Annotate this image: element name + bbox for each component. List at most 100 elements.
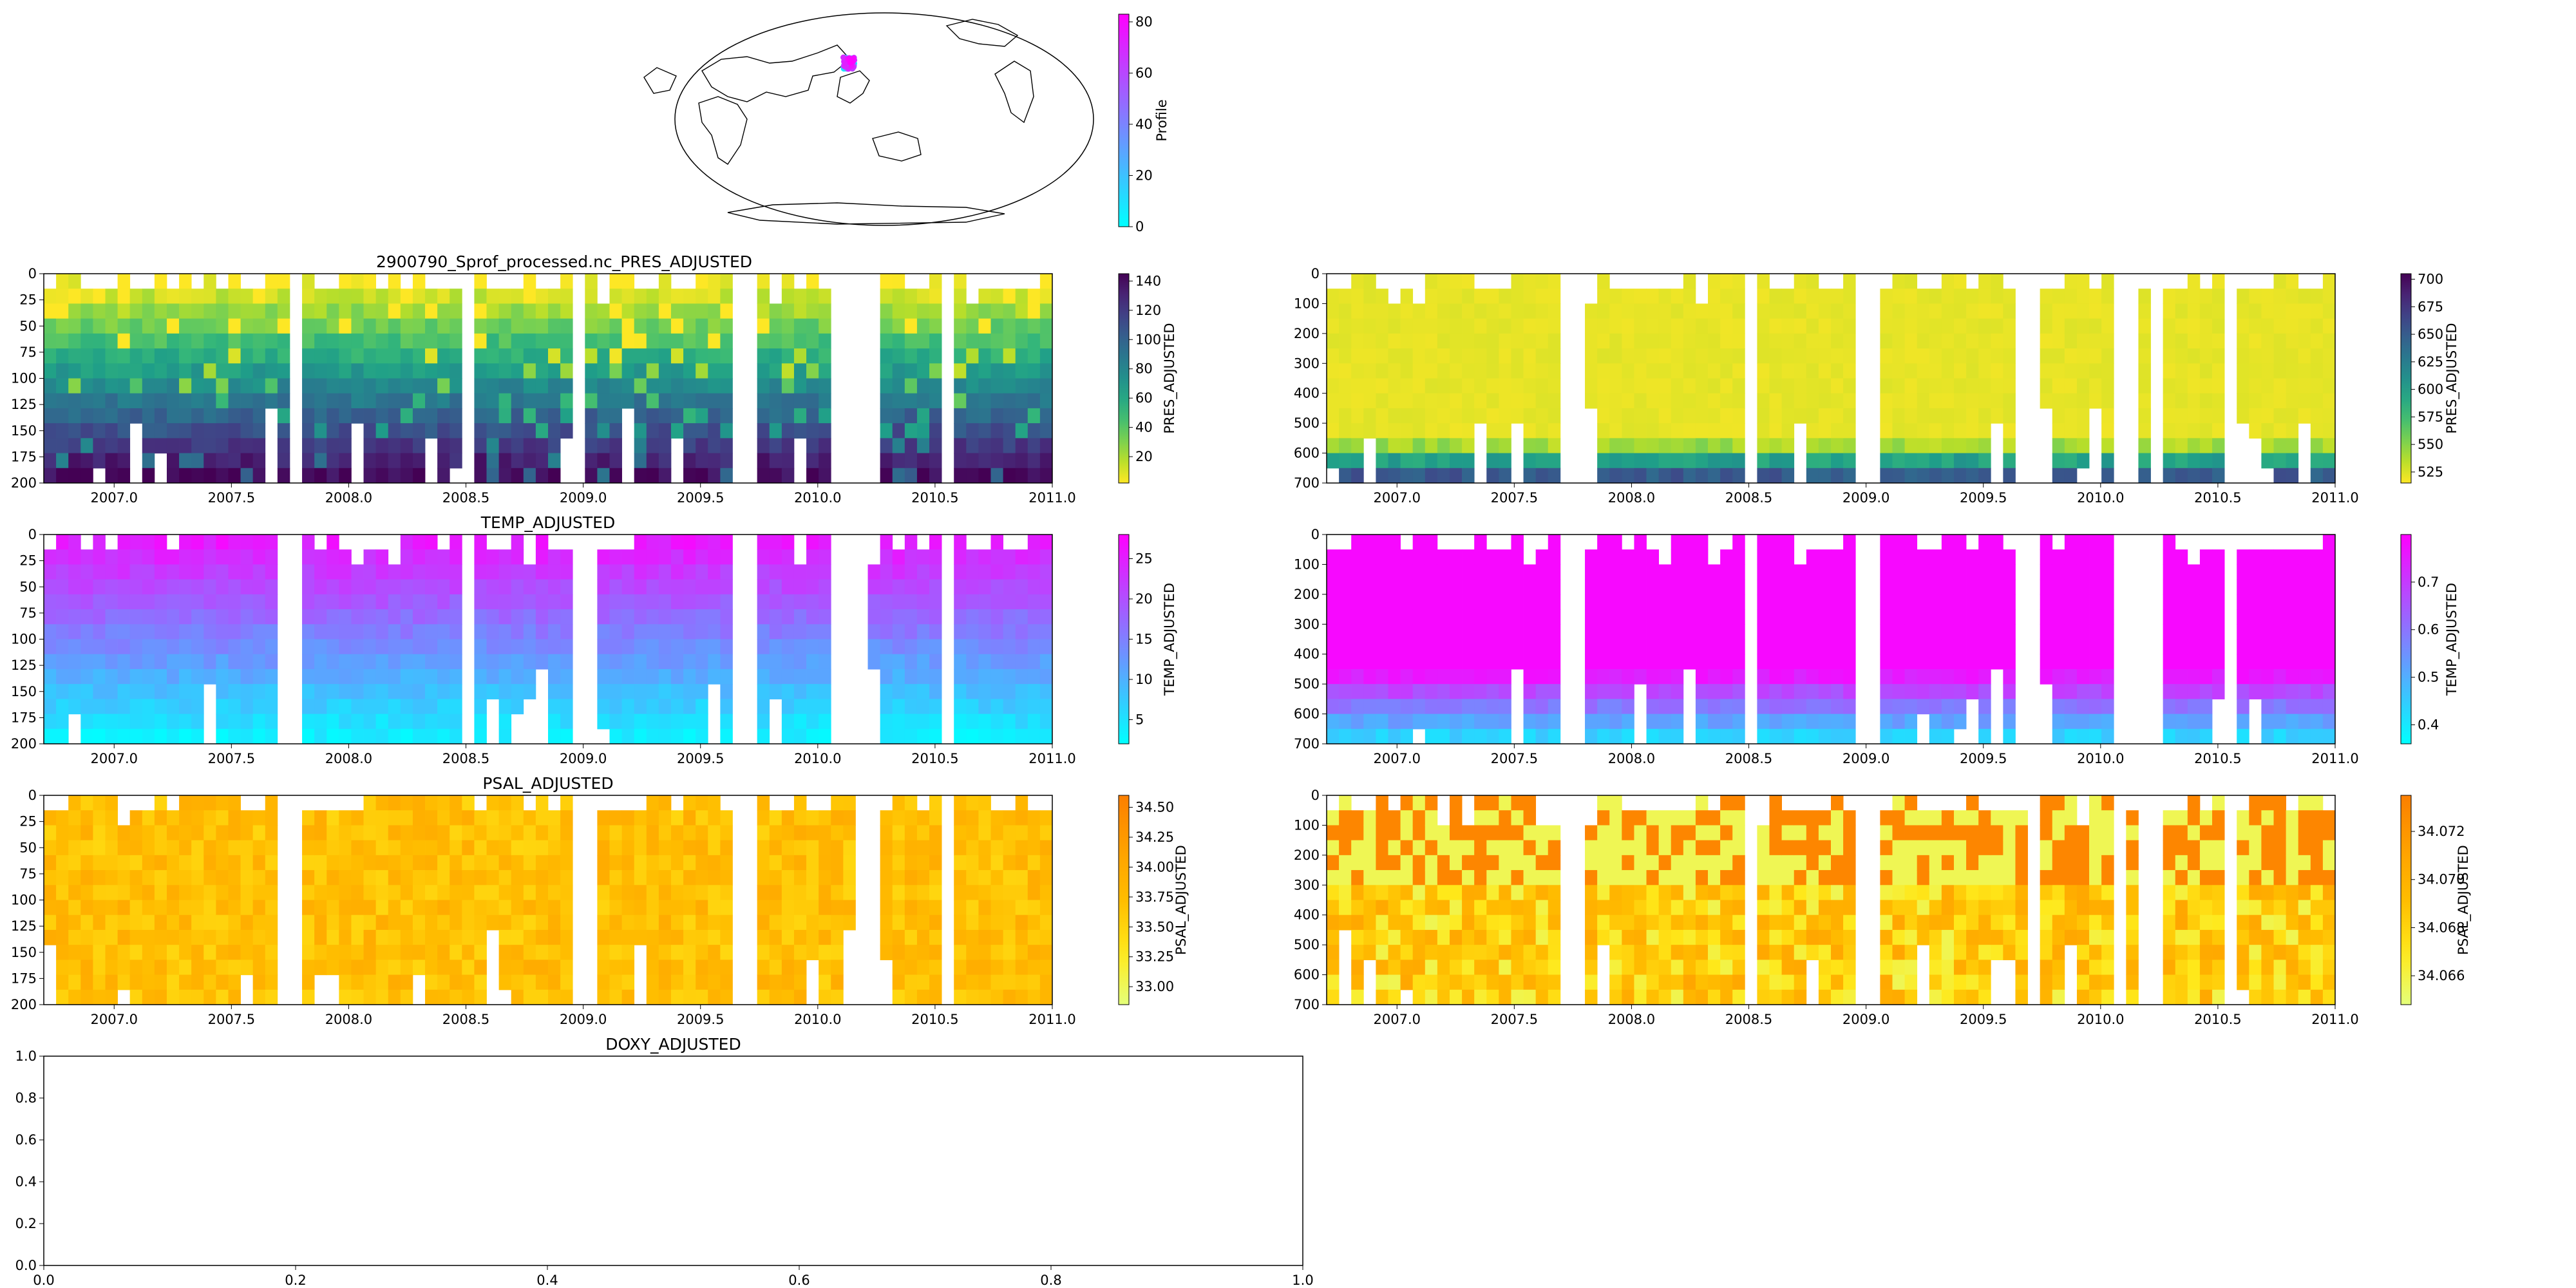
psal_shallow-cell <box>142 855 155 871</box>
temp_shallow-cell <box>560 624 573 640</box>
psal_shallow-cell <box>720 870 733 886</box>
temp_shallow-cell <box>1003 594 1016 610</box>
psal_shallow-cell <box>511 974 524 990</box>
pres_shallow-cell <box>327 423 339 439</box>
temp_deep-cell <box>2322 668 2335 685</box>
pres_shallow-cell <box>302 348 315 364</box>
pres_shallow-cell <box>597 468 610 483</box>
temp_deep-cell <box>1597 609 1610 625</box>
temp_shallow-cell <box>474 535 487 550</box>
psal_shallow-cell <box>609 960 622 976</box>
pres_shallow-cell <box>548 303 561 319</box>
temp_deep-cell <box>1327 609 1340 625</box>
psal_shallow-cell <box>560 974 573 990</box>
psal_shallow-cell <box>252 855 266 871</box>
pres_deep-cell <box>1904 289 1918 305</box>
pres_shallow-cell <box>609 303 622 319</box>
temp_shallow-cell <box>388 594 401 610</box>
psal_shallow-cell <box>904 870 918 886</box>
temp_shallow-cell <box>388 699 401 715</box>
temp_shallow-cell <box>609 668 622 685</box>
temp_shallow-cell <box>990 668 1003 685</box>
psal_shallow-cell <box>265 914 278 931</box>
temp_deep-cell <box>1708 714 1721 730</box>
psal_shallow-cell <box>1039 840 1052 856</box>
temp_shallow-cell <box>793 594 807 610</box>
pres_shallow-cell <box>351 289 364 305</box>
temp_deep-cell <box>1622 579 1634 595</box>
pres_shallow-cell <box>216 348 229 364</box>
psal_shallow-cell <box>1003 855 1016 871</box>
psal_shallow-cell <box>954 795 967 811</box>
pres_deep-cell <box>2237 333 2249 349</box>
pres_deep-cell <box>1683 438 1696 454</box>
temp_deep-cell <box>2052 668 2065 685</box>
psal_shallow-cell <box>757 929 770 945</box>
pres_deep-cell <box>1843 274 1856 289</box>
pres_deep-cell <box>1363 363 1376 379</box>
temp_shallow-cell <box>228 654 241 670</box>
pres_shallow-cell <box>363 289 377 305</box>
temp_deep-cell <box>1720 639 1733 655</box>
temp_shallow-cell <box>806 654 819 670</box>
psal_shallow-cell <box>474 989 487 1005</box>
temp_shallow-cell <box>806 624 819 640</box>
pres_deep-cell <box>1462 423 1475 439</box>
temp_deep-cell <box>1732 639 1745 655</box>
pres_shallow-cell <box>929 423 942 439</box>
psal_shallow-cell <box>462 840 475 856</box>
pres_deep-cell <box>1412 453 1426 469</box>
temp_shallow-cell <box>892 684 905 699</box>
pres_deep-cell <box>1548 348 1561 364</box>
pres_deep-cell <box>1462 468 1475 483</box>
temp_deep-cell <box>2237 564 2249 580</box>
temp_deep-cell <box>1757 728 1770 744</box>
pres_deep-cell <box>1941 468 1955 483</box>
temp_deep-cell <box>1622 639 1634 655</box>
pres_shallow-cell <box>880 423 893 439</box>
pres_shallow-cell <box>892 423 905 439</box>
pres_shallow-cell <box>990 393 1003 409</box>
psal_shallow-cell <box>880 825 893 841</box>
temp_shallow-cell <box>228 549 241 565</box>
temp_deep-cell <box>2187 579 2201 595</box>
pres_deep-cell <box>1978 438 1991 454</box>
temp_deep-cell <box>1363 624 1376 640</box>
psal_shallow-cell <box>1015 914 1028 931</box>
psal_shallow-cell <box>658 885 672 901</box>
temp_shallow-cell <box>56 639 69 655</box>
pres_deep-cell <box>2298 378 2311 394</box>
pres_deep-cell <box>1831 453 1844 469</box>
temp_shallow-cell <box>560 668 573 685</box>
psal_shallow-cell <box>450 855 462 871</box>
temp_shallow-cell <box>793 639 807 655</box>
psal_shallow-cell <box>412 885 426 901</box>
pres_deep-cell <box>1511 274 1524 289</box>
psal_shallow-cell <box>1015 900 1028 916</box>
pres_shallow-cell <box>1039 274 1052 289</box>
temp_deep-cell <box>1646 668 1660 685</box>
temp_shallow-cell <box>548 579 561 595</box>
pres_deep-cell <box>2322 393 2335 409</box>
temp_deep-cell <box>1732 549 1745 565</box>
pres_shallow-cell <box>1015 393 1028 409</box>
temp_shallow-cell <box>400 699 413 715</box>
pres_shallow-cell <box>68 274 81 289</box>
psal_shallow-title: PSAL_ADJUSTED <box>482 774 613 793</box>
psal_shallow-cell <box>351 840 364 856</box>
pres_shallow-cell <box>179 378 192 394</box>
pres_shallow-cell <box>437 289 450 305</box>
pres_deep-cell <box>1523 468 1537 483</box>
psal_shallow-cell <box>781 945 795 960</box>
psal_shallow-cell <box>769 960 782 976</box>
temp_deep-cell <box>2199 609 2213 625</box>
pres_deep-cell <box>1523 333 1537 349</box>
temp_shallow-cell <box>966 564 979 580</box>
temp_deep-cell <box>1720 579 1733 595</box>
temp_shallow-cell <box>129 714 143 730</box>
temp_shallow-cell <box>880 579 893 595</box>
temp_shallow-cell <box>80 639 93 655</box>
temp_deep-cell <box>2089 594 2102 610</box>
pres_deep-cell <box>2286 378 2299 394</box>
temp_deep-cell <box>2249 654 2262 670</box>
